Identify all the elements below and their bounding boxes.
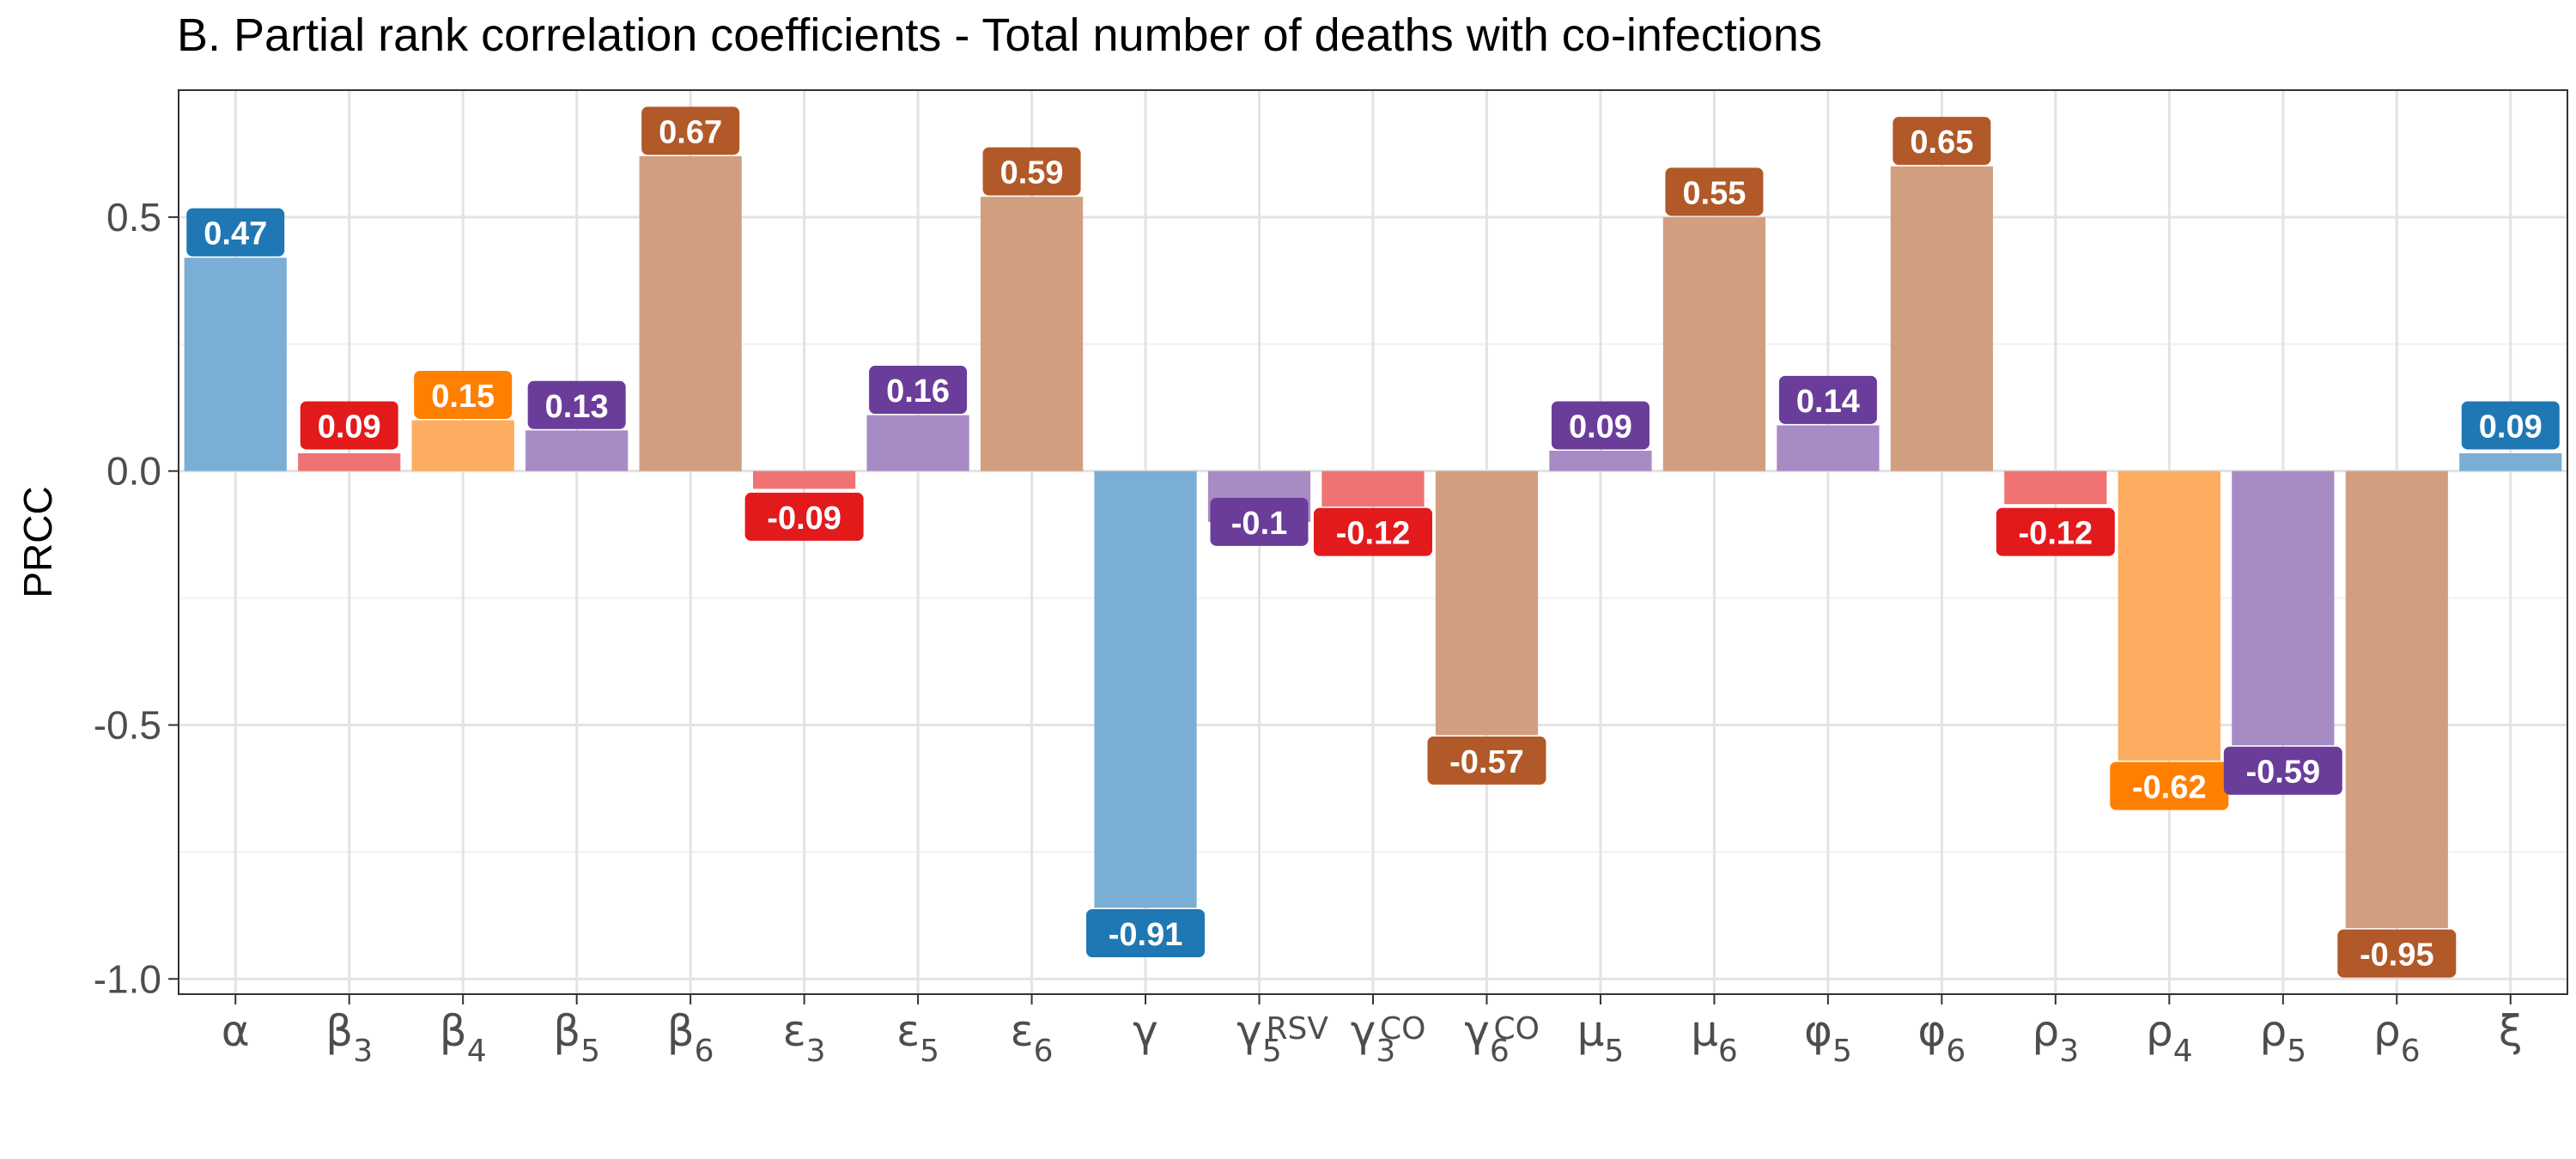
data-label-16: -0.12: [2019, 516, 2093, 552]
x-tick-label-2: β4: [440, 1006, 487, 1069]
data-label-17: -0.62: [2132, 769, 2207, 805]
x-tick-label-6: ε5: [896, 1006, 939, 1069]
bar-8: [1094, 470, 1197, 908]
data-label-5: -0.09: [767, 501, 841, 537]
grid-layer: [179, 90, 2567, 994]
data-label-12: 0.09: [1569, 409, 1632, 445]
bar-1: [298, 452, 401, 471]
x-tick-label-4: β6: [667, 1006, 714, 1069]
data-label-6: 0.16: [886, 373, 950, 410]
bar-11: [1435, 470, 1539, 736]
chart-title: B. Partial rank correlation coefficients…: [177, 9, 1822, 61]
data-label-box-13: [1665, 167, 1764, 216]
data-label-box-2: [414, 370, 513, 419]
bar-13: [1662, 216, 1766, 471]
data-label-box-12: [1551, 401, 1649, 450]
x-tick-superscript-9: RSV: [1267, 1011, 1329, 1047]
bar-2: [411, 420, 514, 471]
y-tick-label: 0.0: [106, 449, 161, 494]
data-label-box-10: [1314, 507, 1432, 556]
data-label-box-14: [1778, 375, 1877, 424]
data-label-0: 0.47: [204, 216, 267, 252]
bar-3: [526, 430, 629, 471]
x-tick-label-15: φ6: [1917, 1006, 1965, 1069]
data-label-box-5: [744, 492, 864, 541]
x-tick-label-17: ρ4: [2146, 1006, 2193, 1069]
x-tick-label-10: γ3: [1351, 1006, 1396, 1069]
data-label-box-9: [1210, 497, 1309, 546]
bar-17: [2117, 470, 2221, 761]
data-label-1: 0.09: [318, 409, 381, 445]
x-tick-label-13: μ6: [1691, 1006, 1738, 1069]
x-tick-label-5: ε3: [783, 1006, 826, 1069]
data-label-box-1: [300, 401, 398, 450]
bar-layer: [184, 155, 2562, 929]
data-label-box-20: [2461, 401, 2560, 450]
data-label-3: 0.13: [545, 389, 609, 425]
x-tick-label-0: α: [222, 1006, 250, 1056]
y-tick-label: -1.0: [94, 956, 161, 1001]
y-tick-label: -0.5: [94, 702, 161, 747]
data-label-11: -0.57: [1449, 744, 1524, 780]
bar-5: [753, 470, 856, 489]
data-label-box-11: [1427, 736, 1546, 785]
x-tick-label-20: ξ: [2499, 1006, 2523, 1056]
x-tick-label-11: γ6: [1464, 1006, 1510, 1069]
x-tick-superscript-11: CO: [1493, 1011, 1539, 1047]
data-label-18: -0.59: [2245, 755, 2320, 791]
data-label-box-4: [641, 106, 740, 155]
data-label-7: 0.59: [1000, 155, 1064, 191]
data-label-box-8: [1086, 909, 1206, 958]
bar-18: [2232, 470, 2335, 746]
data-label-9: -0.1: [1231, 506, 1287, 542]
data-label-box-17: [2110, 762, 2229, 810]
bar-20: [2459, 452, 2562, 471]
bar-6: [866, 415, 969, 471]
y-tick-label: 0.5: [106, 195, 161, 240]
x-tick-label-8: γ: [1133, 1006, 1158, 1056]
data-label-box-19: [2337, 929, 2457, 978]
y-axis-label: PRCC: [15, 486, 60, 598]
x-tick-label-12: μ5: [1577, 1006, 1625, 1069]
data-label-box-18: [2223, 746, 2342, 795]
data-label-8: -0.91: [1109, 917, 1183, 953]
data-label-box-15: [1893, 117, 1991, 166]
x-tick-label-1: β3: [325, 1006, 373, 1069]
x-tick-superscript-10: CO: [1380, 1011, 1425, 1047]
x-tick-label-19: ρ6: [2373, 1006, 2421, 1069]
data-label-layer: 0.47 0.09 0.15 0.13 0.67 -0.09 0.16 0.59 -0.91 -0…: [186, 106, 2560, 978]
data-label-box-16: [1996, 507, 2115, 556]
data-label-2: 0.15: [431, 379, 495, 415]
bar-12: [1549, 451, 1652, 471]
bar-10: [1321, 470, 1425, 507]
data-label-19: -0.95: [2360, 938, 2434, 974]
data-label-box-7: [982, 147, 1081, 196]
bar-4: [639, 155, 742, 471]
x-tick-label-14: φ5: [1804, 1006, 1852, 1069]
data-label-14: 0.14: [1796, 384, 1860, 420]
data-label-20: 0.09: [2479, 409, 2543, 445]
data-label-box-3: [527, 380, 626, 429]
bar-14: [1777, 425, 1880, 471]
data-label-4: 0.67: [659, 114, 722, 150]
data-label-10: -0.12: [1336, 516, 1411, 552]
data-label-box-0: [186, 208, 285, 257]
x-tick-label-9: γ5: [1236, 1006, 1282, 1069]
data-label-13: 0.55: [1682, 175, 1746, 211]
x-tick-label-16: ρ3: [2032, 1006, 2080, 1069]
data-label-15: 0.65: [1910, 124, 1973, 161]
x-tick-label-3: β5: [553, 1006, 600, 1069]
data-label-box-6: [869, 366, 968, 415]
x-tick-label-18: ρ5: [2259, 1006, 2306, 1069]
x-tick-label-7: ε6: [1011, 1006, 1054, 1069]
bar-7: [980, 197, 1084, 471]
bar-19: [2345, 470, 2448, 929]
bar-16: [2004, 470, 2107, 505]
bar-0: [184, 258, 287, 471]
bar-15: [1890, 166, 1993, 471]
